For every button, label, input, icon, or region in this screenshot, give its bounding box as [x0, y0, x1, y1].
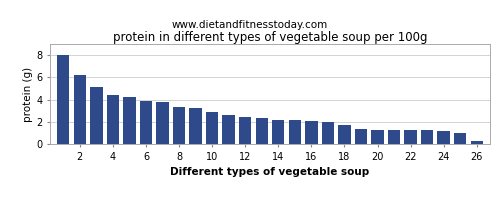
X-axis label: Different types of vegetable soup: Different types of vegetable soup	[170, 167, 370, 177]
Bar	[305, 121, 318, 144]
Bar	[123, 97, 136, 144]
Bar	[454, 133, 466, 144]
Bar	[173, 107, 185, 144]
Bar	[106, 95, 119, 144]
Bar	[222, 115, 235, 144]
Bar	[140, 101, 152, 144]
Y-axis label: protein (g): protein (g)	[24, 66, 34, 122]
Bar	[74, 75, 86, 144]
Bar	[372, 130, 384, 144]
Bar	[322, 122, 334, 144]
Bar	[57, 55, 70, 144]
Bar	[388, 130, 400, 144]
Bar	[272, 120, 284, 144]
Bar	[239, 117, 252, 144]
Bar	[190, 108, 202, 144]
Bar	[404, 130, 417, 144]
Bar	[355, 129, 367, 144]
Bar	[288, 120, 301, 144]
Bar	[156, 102, 168, 144]
Bar	[338, 125, 350, 144]
Bar	[90, 87, 102, 144]
Bar	[470, 141, 483, 144]
Bar	[438, 131, 450, 144]
Bar	[421, 130, 434, 144]
Bar	[206, 112, 218, 144]
Bar	[256, 118, 268, 144]
Text: www.dietandfitnesstoday.com: www.dietandfitnesstoday.com	[172, 20, 328, 30]
Title: protein in different types of vegetable soup per 100g: protein in different types of vegetable …	[113, 31, 427, 44]
